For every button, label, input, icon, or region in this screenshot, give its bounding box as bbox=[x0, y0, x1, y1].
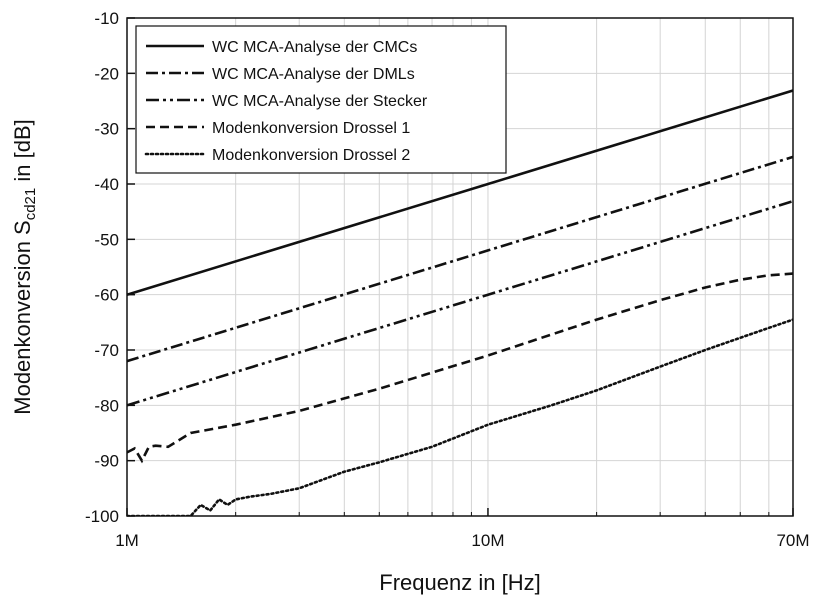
y-tick-label: -20 bbox=[94, 64, 119, 83]
legend-label: Modenkonversion Drossel 1 bbox=[212, 120, 410, 137]
y-tick-label: -60 bbox=[94, 286, 119, 305]
series-line-3 bbox=[127, 199, 793, 407]
series-line-1 bbox=[127, 89, 793, 296]
series-line-2 bbox=[127, 155, 793, 363]
legend-label: Modenkonversion Drossel 2 bbox=[212, 147, 410, 164]
series-layer bbox=[127, 89, 793, 516]
y-tick-label: -80 bbox=[94, 396, 119, 415]
y-tick-label: -70 bbox=[94, 341, 119, 360]
y-axis-title: Modenkonversion Scd21 in [dB] bbox=[10, 119, 39, 414]
y-axis-title-main: Modenkonversion S bbox=[10, 220, 35, 414]
legend-box bbox=[135, 25, 507, 174]
y-tick-label: -10 bbox=[94, 9, 119, 28]
x-tick-label: 10M bbox=[471, 531, 504, 550]
y-tick-label: -90 bbox=[94, 452, 119, 471]
x-tick-label: 70M bbox=[776, 531, 809, 550]
y-axis-title-sub: cd21 bbox=[22, 188, 39, 221]
x-tick-label: 1M bbox=[115, 531, 139, 550]
y-tick-label: -40 bbox=[94, 175, 119, 194]
y-axis-title-unit: in [dB] bbox=[10, 119, 35, 187]
legend-label: WC MCA-Analyse der Stecker bbox=[212, 93, 428, 110]
ticks: 1M 10M 70M -10 -20 -30 -40 -50 -60 -70 -80 -90 -100 bbox=[85, 9, 810, 550]
legend-label: WC MCA-Analyse der CMCs bbox=[212, 39, 417, 56]
series-line-5 bbox=[127, 318, 793, 516]
y-tick-label: -50 bbox=[94, 230, 119, 249]
y-tick-label: -100 bbox=[85, 507, 119, 526]
x-axis-title: Frequenz in [Hz] bbox=[379, 570, 540, 595]
legend: WC MCA-Analyse der CMCs WC MCA-Analyse de… bbox=[135, 25, 507, 174]
legend-label: WC MCA-Analyse der DMLs bbox=[212, 66, 415, 83]
y-tick-label: -30 bbox=[94, 120, 119, 139]
plot-frame bbox=[126, 17, 794, 517]
series-line-4 bbox=[127, 272, 793, 464]
